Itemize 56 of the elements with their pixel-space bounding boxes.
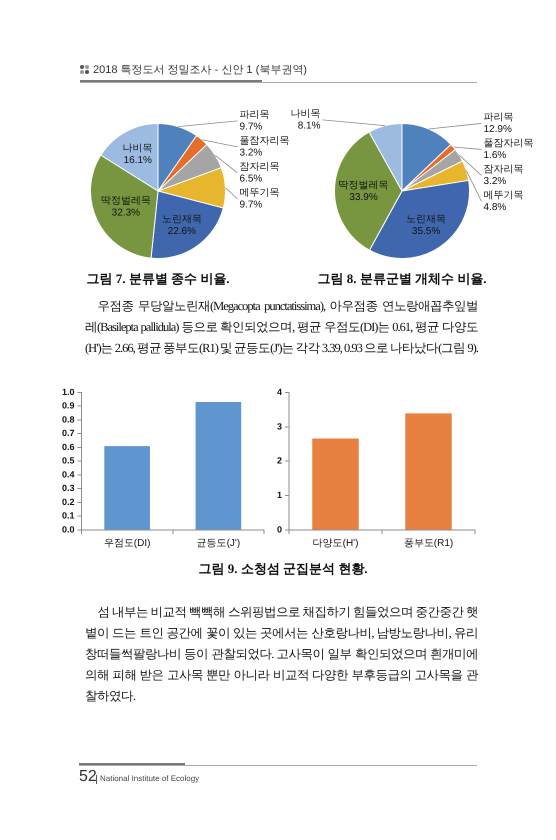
text: 52 [79,768,98,786]
y-tick-label: 3 [276,421,282,432]
data-label: 6.5% [240,174,262,185]
y-tick-label: 0.8 [62,414,75,424]
text: 그림 8. 분류군별 개체수 비율. [316,270,488,288]
x-tick-label: 다양도(H') [312,538,358,549]
y-tick-label: 0.7 [62,428,75,438]
slice-label: 풀잠자리목 [240,136,290,147]
data-label: 33.9% [349,192,378,203]
y-tick-label: 0 [276,524,282,534]
y-tick-label: 0.2 [62,496,75,507]
text: 섬 내부는 비교적 빽빽해 스위핑법으로 채집하기 힘들었으며 중간중간 햇볕이 드는 트인 공간에 꽃이 있는 곳에서는 산호랑나비, 남방노랑나비, 유리창떠들썩팔랑나비 등이 관찰되었다. 고사목이 일부 확인되었으며 흰개미에 의해 피해 받은 고사목 뿐만 아니라 비교적 다양한 부후등급의 고사목을 관찰하였다. [85,604,478,705]
text: 우점종 무당알노린재(Megacopta punctatissima), 아우점종 연노랑애꼽추잎벌레(Basilepta pallidula) 등으로 확인되었으며, 평균 우점도(DI)는 0.61, 평균 다양도(H')는 2.66, 평균 풍부도(R1) 및 균등도(J')는 각각 3.39, 0.93 으로 나타났다(그림 9). [85,298,478,357]
text: 그림 7. 분류별 종수 비율. [86,270,230,288]
y-tick-label: 0.1 [62,510,75,521]
y-tick-label: 1 [276,490,282,500]
slice-label: 파리목 [484,112,514,124]
data-label: 22.6% [168,226,196,238]
slice-label: 잠자리목 [240,162,280,173]
slice-label: 딱정벌레목 [338,180,389,191]
text: 그림 9. 소청섬 군집분석 현황. [198,560,368,578]
y-tick-label: 0.5 [62,456,75,466]
data-label: 1.6% [484,150,506,162]
data-label: 9.7% [240,200,262,211]
slice-label: 노린재목 [406,214,446,225]
data-label: 8.1% [298,120,321,132]
slice-label: 잠자리목 [484,164,524,176]
y-tick-label: 0.3 [62,483,75,494]
y-tick-label: 4 [276,386,282,397]
data-label: 3.2% [240,148,262,159]
slice-label: 노린재목 [162,214,202,226]
x-tick-label: 균등도(J') [196,538,240,549]
slice-label: 나비목 [122,143,153,154]
y-tick-label: 0.9 [62,400,75,411]
data-label: 32.3% [112,207,140,218]
data-label: 3.2% [484,176,506,188]
slice-label: 딱정벌레목 [100,195,151,206]
data-label: 9.7% [240,122,262,133]
data-label: 16.1% [124,155,152,166]
data-label: 12.9% [484,124,512,136]
slice-label: 나비목 [290,108,320,120]
text: National Institute of Ecology [100,774,200,783]
y-tick-label: 0.6 [62,442,75,452]
data-label: 4.8% [484,202,506,214]
slice-label: 메뚜기목 [484,190,524,202]
slice-label: 파리목 [240,110,270,121]
y-tick-label: 0.4 [62,469,75,480]
slice-label: 메뚜기목 [240,188,280,199]
slice-label: 풀잠자리목 [484,138,534,150]
x-tick-label: 우점도(DI) [104,538,150,549]
x-tick-label: 풍부도(R1) [404,538,454,549]
text: 2018 특정도서 정밀조사 - 신안 1 (북부권역) [93,63,308,77]
y-tick-label: 0.0 [62,524,75,534]
y-tick-label: 1.0 [62,386,75,397]
data-label: 35.5% [412,226,440,237]
y-tick-label: 2 [276,456,282,466]
